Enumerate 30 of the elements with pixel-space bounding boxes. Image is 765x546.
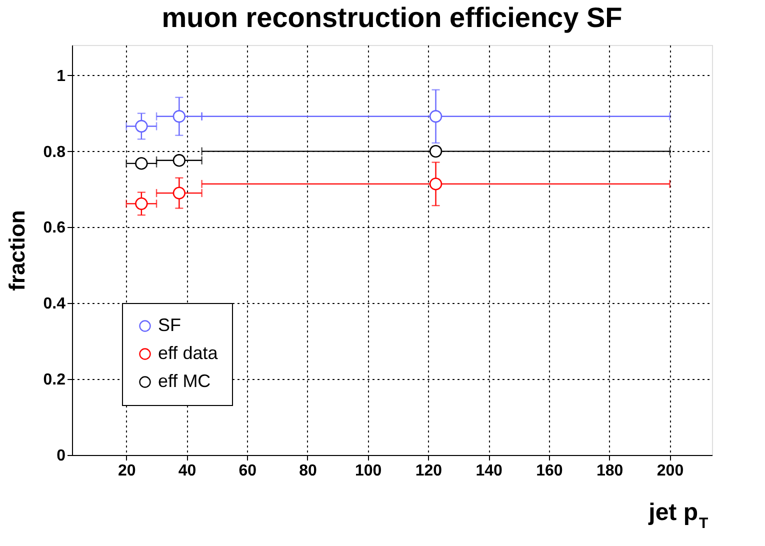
y-tick-label: 1 — [56, 68, 66, 85]
y-tick-label: 0.2 — [43, 372, 66, 389]
y-tick-label: 0.4 — [43, 296, 66, 313]
x-tick-label: 100 — [354, 462, 382, 480]
point — [429, 178, 442, 190]
y-tick-label: 0 — [56, 448, 66, 464]
x-tick-label: 20 — [118, 462, 136, 480]
point — [429, 110, 442, 123]
legend-label: eff data — [158, 343, 219, 363]
point — [172, 110, 186, 123]
x-tick-label: 40 — [178, 462, 196, 480]
y-tick-label: 0.6 — [43, 220, 66, 237]
point — [135, 197, 148, 210]
x-tick-label: 60 — [238, 462, 257, 480]
point — [172, 154, 186, 167]
x-tick-label: 80 — [299, 462, 317, 480]
y-tick-label: 0.8 — [43, 144, 66, 161]
y-axis-title: fraction — [4, 210, 30, 291]
point — [429, 144, 442, 158]
x-tick-label: 200 — [656, 462, 684, 480]
x-tick-label: 180 — [596, 462, 624, 480]
chart-title: muon reconstruction efficiency SF — [162, 2, 622, 33]
legend-label: SF — [158, 315, 182, 335]
x-tick-label: 140 — [476, 462, 503, 480]
x-tick-label: 120 — [415, 462, 442, 480]
point — [135, 157, 148, 170]
point — [172, 186, 186, 200]
legend-label: eff MC — [158, 371, 211, 391]
x-tick-label: 160 — [536, 462, 563, 480]
point — [135, 120, 148, 133]
